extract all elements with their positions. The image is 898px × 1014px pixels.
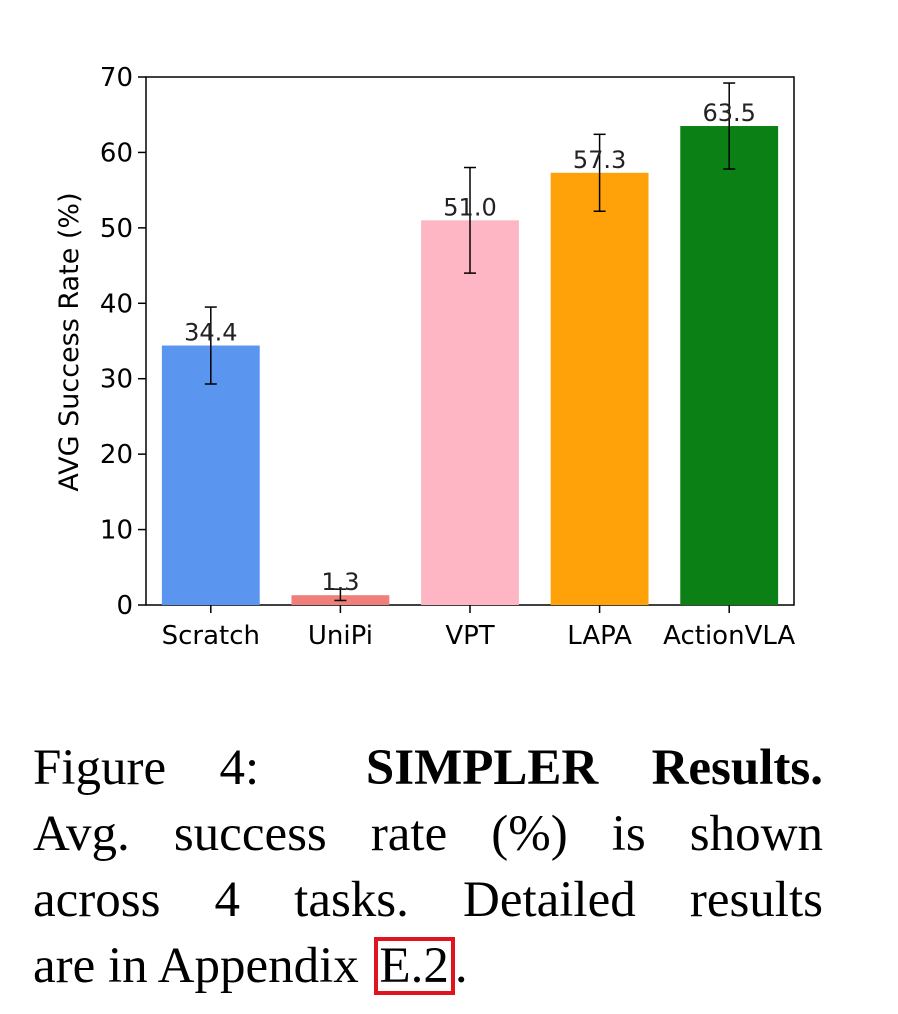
y-tick-label: 60: [100, 138, 133, 168]
x-tick-label-actionvla: ActionVLA: [663, 621, 795, 651]
caption-line-2: Avg. success rate (%) is shown: [33, 806, 823, 862]
value-label-lapa: 57.3: [573, 146, 626, 174]
y-axis-title: AVG Success Rate (%): [54, 192, 85, 491]
y-tick-label: 0: [116, 591, 133, 621]
value-label-unipi: 1.3: [321, 568, 359, 596]
appendix-reference-link[interactable]: E.2: [373, 937, 455, 995]
y-tick-label: 10: [100, 516, 133, 546]
x-tick-label-scratch: Scratch: [162, 621, 260, 651]
axes: 0 10 20 30 40 50 60 70 Scratch UniPi VPT LAPA Action…: [100, 63, 796, 651]
bar-actionvla: [680, 126, 779, 606]
y-tick-label: 70: [100, 63, 133, 93]
caption-title: SIMPLER Results.: [365, 740, 823, 796]
bar-lapa: [550, 172, 649, 605]
value-labels: 34.4 1.3 51.0 57.3 63.5: [184, 99, 756, 596]
bar-scratch: [161, 345, 260, 605]
caption-line-4: are in Appendix E.2.: [33, 933, 823, 999]
bar-vpt: [421, 220, 519, 606]
x-tick-label-lapa: LAPA: [567, 621, 632, 651]
y-tick-label: 30: [100, 365, 133, 395]
caption-line-3: across 4 tasks. Detailed results: [33, 872, 823, 928]
figure-caption: Figure 4: SIMPLER Results. Avg. success …: [33, 735, 823, 999]
y-tick-label: 40: [100, 289, 133, 319]
bars: [161, 126, 779, 606]
value-label-vpt: 51.0: [443, 193, 496, 221]
bar-chart: 0 10 20 30 40 50 60 70 Scratch UniPi VPT LAPA Action…: [54, 63, 796, 651]
y-tick-label: 50: [100, 214, 133, 244]
value-label-scratch: 34.4: [184, 319, 237, 347]
caption-prefix: Figure 4:: [33, 740, 260, 796]
error-bars: [204, 82, 736, 602]
y-tick-label: 20: [100, 440, 133, 470]
value-label-actionvla: 63.5: [702, 99, 755, 127]
x-tick-label-vpt: VPT: [445, 621, 494, 651]
caption-line-4-end: .: [454, 938, 468, 994]
x-tick-label-unipi: UniPi: [308, 621, 373, 651]
caption-line-4-start: are in Appendix: [33, 938, 359, 994]
caption-line-1: Figure 4: SIMPLER Results.: [33, 735, 823, 801]
